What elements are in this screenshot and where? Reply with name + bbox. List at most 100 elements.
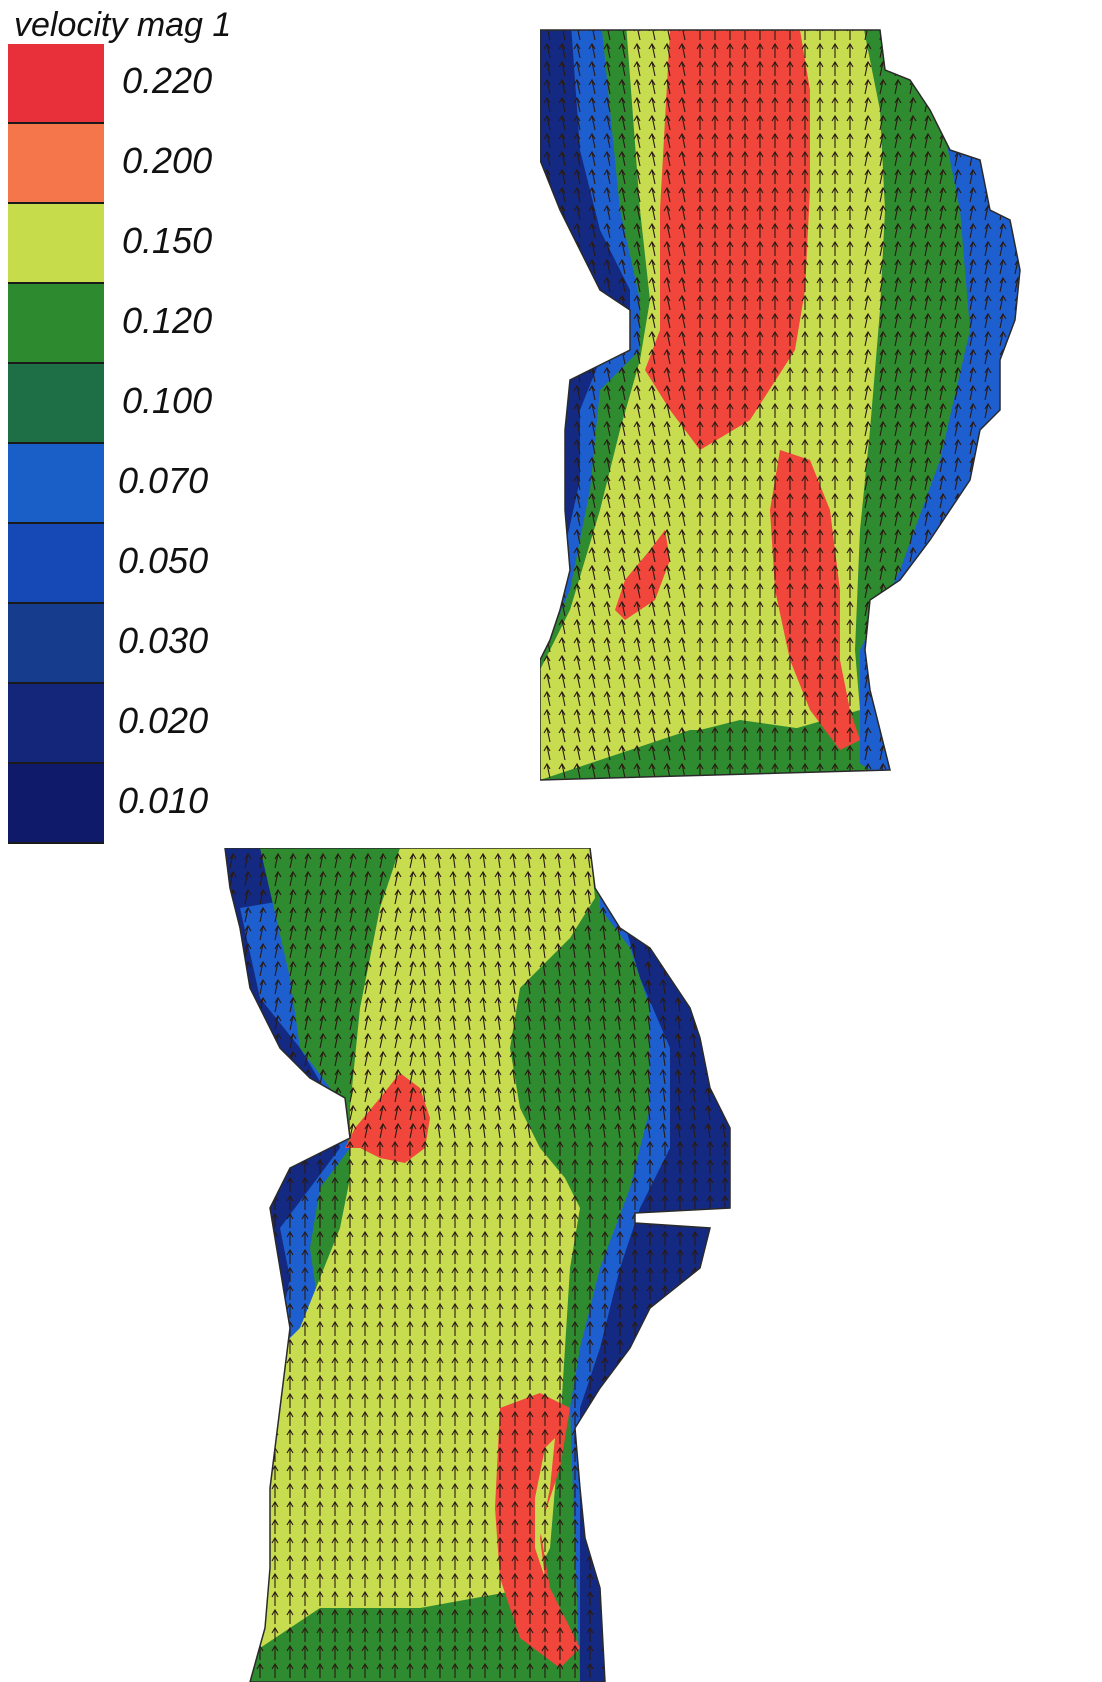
vector-arrow	[999, 654, 1007, 671]
vector-arrow	[909, 294, 917, 311]
vector-arrow	[678, 600, 686, 617]
vector-arrow	[391, 1374, 399, 1390]
vector-arrow	[496, 1500, 504, 1516]
vector-arrow	[556, 1428, 564, 1444]
vector-arrow	[464, 870, 472, 887]
vector-arrow	[969, 330, 977, 347]
vector-arrow	[735, 1088, 741, 1102]
vector-arrow	[434, 906, 442, 923]
vector-arrow	[601, 1140, 609, 1156]
vector-arrow	[831, 60, 839, 76]
vector-arrow	[661, 1464, 669, 1480]
vector-arrow	[816, 618, 824, 634]
vector-arrow	[466, 1230, 474, 1246]
vector-arrow	[539, 870, 547, 887]
vector-arrow	[661, 1158, 669, 1174]
vector-arrow	[771, 384, 779, 400]
vector-arrow	[241, 1302, 249, 1318]
vector-arrow	[334, 1122, 342, 1139]
vector-arrow	[756, 330, 764, 346]
vector-arrow	[644, 1032, 652, 1049]
vector-arrow	[556, 1176, 564, 1192]
vector-arrow	[449, 1014, 457, 1031]
vector-arrow	[586, 1608, 594, 1624]
vector-arrow	[691, 1626, 699, 1642]
vector-arrow	[616, 1194, 624, 1210]
vector-arrow	[289, 1032, 297, 1049]
vector-arrow	[801, 78, 809, 94]
vector-arrow	[391, 1464, 399, 1480]
vector-arrow	[737, 1178, 743, 1192]
vector-arrow	[696, 726, 704, 742]
vector-arrow	[494, 870, 502, 887]
vector-arrow	[999, 312, 1007, 329]
vector-arrow	[691, 1176, 699, 1192]
vector-arrow	[894, 150, 902, 167]
vector-arrow	[588, 546, 596, 563]
vector-arrow	[984, 132, 992, 149]
vector-arrow	[509, 1104, 517, 1121]
vector-arrow	[691, 1230, 699, 1246]
vector-arrow	[735, 1124, 741, 1138]
vector-arrow	[226, 1446, 234, 1462]
vector-arrow	[574, 782, 580, 796]
vector-arrow	[543, 618, 551, 635]
vector-arrow	[346, 1482, 354, 1498]
vector-arrow	[661, 1410, 669, 1426]
vector-arrow	[726, 546, 734, 562]
vector-arrow	[756, 492, 764, 508]
vector-arrow	[421, 1302, 429, 1318]
vector-arrow	[603, 186, 611, 203]
vector-arrow	[969, 312, 977, 329]
vector-arrow	[999, 42, 1007, 59]
vector-arrow	[481, 1302, 489, 1318]
vector-arrow	[496, 1356, 504, 1372]
vector-arrow	[346, 1140, 354, 1156]
vector-arrow	[846, 708, 854, 724]
vector-arrow	[618, 420, 626, 437]
vector-arrow	[756, 366, 764, 382]
vector-arrow	[466, 1338, 474, 1354]
vector-arrow	[816, 204, 824, 220]
vector-arrow	[614, 960, 622, 977]
vector-arrow	[909, 114, 917, 131]
vector-arrow	[689, 870, 697, 887]
vector-arrow	[556, 1194, 564, 1210]
vector-arrow	[541, 1374, 549, 1390]
vector-arrow	[571, 1536, 579, 1552]
vector-arrow	[376, 1194, 384, 1210]
vector-arrow	[599, 1086, 607, 1103]
vector-arrow	[696, 330, 704, 346]
vector-arrow	[816, 546, 824, 562]
vector-arrow	[711, 564, 719, 580]
vector-arrow	[648, 150, 656, 167]
vector-arrow	[1014, 564, 1020, 581]
vector-arrow	[691, 1428, 699, 1444]
vector-arrow	[316, 1644, 324, 1660]
vector-arrow	[256, 1374, 264, 1390]
vector-arrow	[466, 1266, 474, 1282]
vector-arrow	[786, 240, 794, 256]
vector-arrow	[741, 546, 749, 562]
vector-arrow	[954, 582, 962, 599]
vector-arrow	[601, 1500, 609, 1516]
vector-arrow	[496, 1608, 504, 1624]
vector-arrow	[909, 564, 917, 581]
vector-arrow	[319, 978, 327, 995]
vector-arrow	[786, 672, 794, 688]
vector-arrow	[756, 744, 764, 760]
vector-arrow	[737, 1520, 743, 1534]
vector-arrow	[334, 1104, 342, 1121]
vector-arrow	[864, 78, 872, 95]
vector-arrow	[511, 1392, 519, 1408]
vector-arrow	[256, 1518, 264, 1534]
vector-arrow	[726, 258, 734, 274]
vector-arrow	[663, 150, 671, 167]
vector-arrow	[526, 1644, 534, 1660]
vector-arrow	[633, 456, 641, 473]
vector-arrow	[301, 1662, 309, 1678]
vector-arrow	[334, 960, 342, 977]
vector-arrow	[586, 1356, 594, 1372]
vector-arrow	[879, 258, 887, 275]
vector-arrow	[541, 1140, 549, 1156]
